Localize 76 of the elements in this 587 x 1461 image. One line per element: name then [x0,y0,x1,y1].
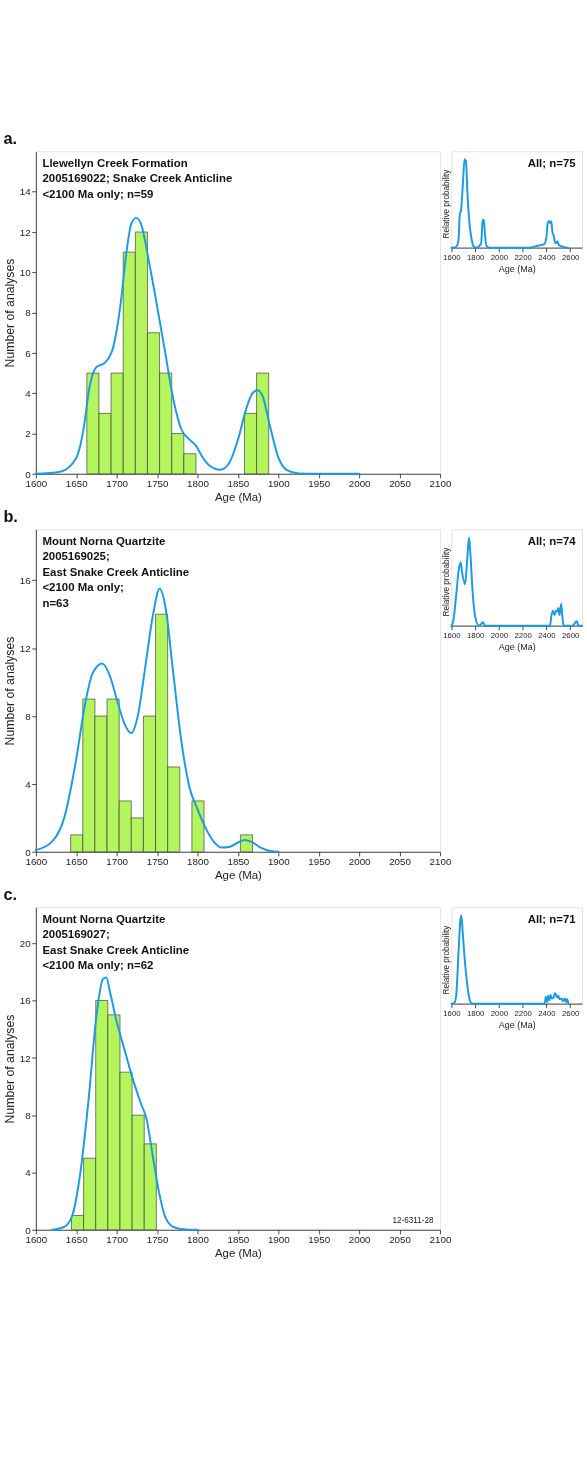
y-tick-label: 4 [25,387,32,399]
x-axis-title: Age (Ma) [214,1247,263,1260]
x-tick-label: 1700 [106,856,129,868]
y-tick-label: 6 [25,347,32,359]
x-tick-label: 1850 [227,1234,250,1246]
x-tick-label: 1800 [187,478,210,490]
y-tick-label: 20 [19,937,32,949]
y-tick-label: 2 [25,428,31,440]
x-tick-label: 1800 [187,1234,210,1246]
chart-title: b. [3,507,18,526]
x-tick-label: 2050 [389,1234,412,1246]
x-tick-label: 1800 [187,856,210,868]
x-tick-label: 1600 [25,856,48,868]
y-axis-title: Relative probability [441,924,451,995]
x-tick-label: 1650 [65,1234,89,1246]
y-tick-label: 0 [25,1224,32,1236]
x-tick-label: 2050 [389,478,412,490]
x-axis-title: Age (Ma) [498,642,536,653]
y-tick-label: 4 [25,1167,32,1179]
x-axis-title: Age (Ma) [214,869,263,882]
x-tick-label: 1850 [227,856,250,868]
x-tick-label: 1750 [146,1234,169,1246]
x-tick-label: 1900 [267,856,291,868]
x-tick-label: 1850 [227,478,250,490]
x-tick-label: 2050 [389,856,412,868]
x-tick-label: 2100 [429,478,452,490]
x-tick-label: 1750 [146,478,169,490]
x-tick-label: 1750 [146,856,169,868]
x-tick-label: 1650 [65,856,89,868]
y-tick-label: 0 [25,846,32,858]
annotation: All; n=71 [527,912,577,925]
y-tick-label: 12 [19,226,31,238]
x-tick-label: 1700 [106,1234,129,1246]
x-axis-title: Age (Ma) [498,1020,536,1031]
y-axis-title: Number of analyses [3,258,17,368]
y-axis-title: Relative probability [441,168,451,239]
annotation: Mount Norna Quartzite 2005169027; East Snake Creek Anticline <2100 Ma only; n=62 [42,912,190,972]
x-tick-label: 1900 [267,1234,291,1246]
y-tick-label: 14 [19,186,32,198]
y-tick-label: 8 [25,307,32,319]
annotation: All; n=75 [527,156,577,169]
line-series [51,976,199,1231]
chart-title: a. [3,129,17,148]
x-tick-label: 1950 [308,478,331,490]
y-tick-label: 12 [19,1052,31,1064]
x-tick-label: 1650 [65,478,89,490]
y-tick-label: 16 [19,574,32,586]
y-axis-title: Number of analyses [3,636,17,746]
annotation: 12-6311-28 [392,1216,434,1226]
x-axis-title: Age (Ma) [498,264,536,275]
x-axis-title: Age (Ma) [214,491,263,504]
y-axis-title: Number of analyses [3,1014,17,1124]
annotation: All; n=74 [527,534,577,547]
x-tick-label: 2000 [348,1234,372,1246]
y-tick-label: 12 [19,642,31,654]
y-tick-label: 0 [25,468,32,480]
y-tick-label: 8 [25,710,32,722]
x-tick-label: 1950 [308,1234,331,1246]
x-tick-label: 1950 [308,856,331,868]
x-tick-label: 1900 [267,478,291,490]
x-tick-label: 1600 [25,1234,48,1246]
y-tick-label: 4 [25,778,32,790]
y-tick-label: 10 [19,266,32,278]
x-tick-label: 2100 [429,856,452,868]
x-tick-label: 1700 [106,478,129,490]
line-series [34,216,361,475]
x-tick-label: 2000 [348,856,372,868]
chart-title: c. [3,885,17,904]
x-tick-label: 2000 [348,478,372,490]
y-axis-title: Relative probability [441,546,451,617]
annotation: Llewellyn Creek Formation 2005169022; Snake Creek Anticline <2100 Ma only; n=59 [42,156,233,200]
x-tick-label: 1600 [25,478,48,490]
y-tick-label: 8 [25,1109,32,1121]
x-tick-label: 2100 [429,1234,452,1246]
annotation: Mount Norna Quartzite 2005169025; East Snake Creek Anticline <2100 Ma only; n=63 [42,534,190,609]
y-tick-label: 16 [19,995,32,1007]
